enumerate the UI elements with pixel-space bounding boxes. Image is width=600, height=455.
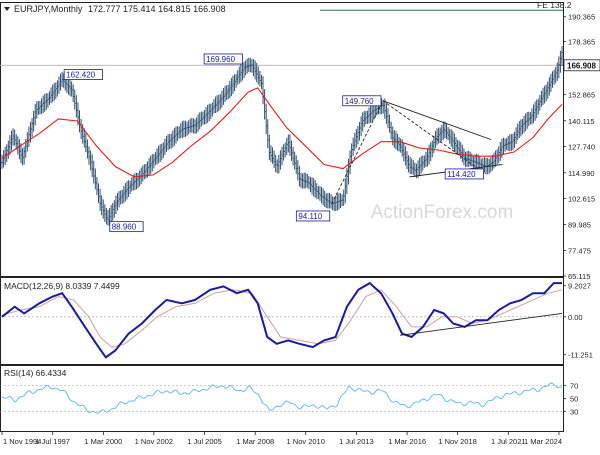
price-y-tick-label: 190.365	[568, 13, 595, 22]
price-y-tick-label: 152.865	[568, 90, 595, 99]
time-axis-tick-label: 1 Jul 2005	[187, 437, 222, 446]
time-axis-tick-label: 1 Nov 1994	[3, 437, 41, 446]
time-axis-tick-label: 1 Mar 2024	[524, 437, 562, 446]
dropdown-arrow-icon[interactable]	[4, 7, 10, 11]
macd-series	[0, 281, 563, 359]
current-price-box	[563, 59, 600, 72]
macd-title: MACD(12,26,9) 8.0339 7.4499	[4, 281, 120, 291]
ohlc-values: 172.777 175.414 164.815 166.908	[88, 4, 226, 14]
price-panel-frame	[0, 2, 564, 277]
time-axis-tick-label: 1 Jul 1997	[35, 437, 70, 446]
rsi-line	[1, 382, 563, 414]
time-axis-tick-label: 1 Nov 2002	[135, 437, 173, 446]
current-price-label: 166.908	[567, 61, 596, 70]
price-y-tick-label: 140.115	[568, 117, 595, 126]
chart-header: EURJPY,Monthly 172.777 175.414 164.815 1…	[4, 4, 226, 14]
price-annotation-box	[63, 69, 103, 80]
rsi-title: RSI(14) 66.4334	[4, 368, 67, 378]
macd-y-tick-label: -11.251	[568, 351, 593, 360]
price-y-tick-label: 127.740	[568, 142, 595, 151]
fibonacci-trendline	[331, 100, 384, 204]
price-annotation-label: 94.110	[298, 212, 322, 221]
time-axis-tick-label: 1 Nov 2018	[438, 437, 476, 446]
price-annotation-box	[342, 95, 382, 107]
price-annotation-label: 88.960	[112, 223, 137, 232]
rsi-y-tick-label: 50	[570, 395, 578, 404]
rsi-series	[0, 382, 563, 414]
price-annotations: 162.420 88.960 169.960 94.110 149.760 114.420	[63, 53, 484, 233]
time-axis-tick-label: 1 Mar 2000	[84, 437, 122, 446]
time-axis-tick-label: 1 Nov 2010	[287, 437, 325, 446]
rsi-y-tick-label: 70	[570, 382, 578, 391]
macd-trendline	[400, 312, 563, 336]
rsi-y-tick-label: 30	[570, 408, 578, 417]
time-axis-tick-label: 1 Mar 2016	[388, 437, 426, 446]
macd-y-axis: 9.2027 0.00 -11.251	[563, 282, 593, 360]
macd-y-tick-label: 0.00	[568, 313, 583, 322]
fibonacci-trendline	[382, 100, 486, 175]
rsi-y-axis: 70 50 30	[563, 382, 578, 417]
price-y-tick-label: 178.365	[568, 38, 595, 47]
time-axis-tick-label: 1 Jul 2021	[491, 437, 526, 446]
price-annotation-box	[444, 168, 484, 180]
price-y-tick-label: 102.615	[568, 194, 595, 203]
price-y-tick-label: 114.990	[568, 169, 595, 178]
moving-average-line	[1, 87, 563, 178]
price-annotation-label: 149.760	[345, 97, 374, 106]
price-y-tick-label: 65.115	[568, 272, 590, 281]
price-annotation-label: 114.420	[447, 170, 476, 179]
time-axis-tick-label: 1 Mar 2008	[236, 437, 274, 446]
symbol-label: EURJPY,Monthly	[14, 4, 83, 14]
time-axis-tick-label: 1 Jul 2013	[339, 437, 374, 446]
price-annotation-box	[109, 221, 144, 233]
price-y-axis: 65.115 77.475 89.985 102.615 114.990 127.740 1…	[563, 13, 600, 281]
price-series	[0, 46, 564, 226]
price-y-tick-label: 77.475	[568, 246, 591, 255]
macd-signal-line	[1, 289, 563, 348]
price-annotation-box	[295, 210, 331, 222]
trendline	[382, 100, 492, 141]
macd-line	[1, 281, 562, 359]
price-y-tick-label: 89.985	[568, 221, 591, 230]
macd-panel-frame	[0, 277, 564, 365]
watermark: ActionForex.com	[371, 202, 514, 223]
fe-level-label: FE 138.2	[537, 0, 572, 10]
macd-y-tick-label: 9.2027	[568, 282, 591, 291]
price-annotation-label: 169.960	[206, 55, 235, 64]
price-annotation-label: 162.420	[66, 71, 95, 80]
price-annotation-box	[203, 53, 243, 65]
